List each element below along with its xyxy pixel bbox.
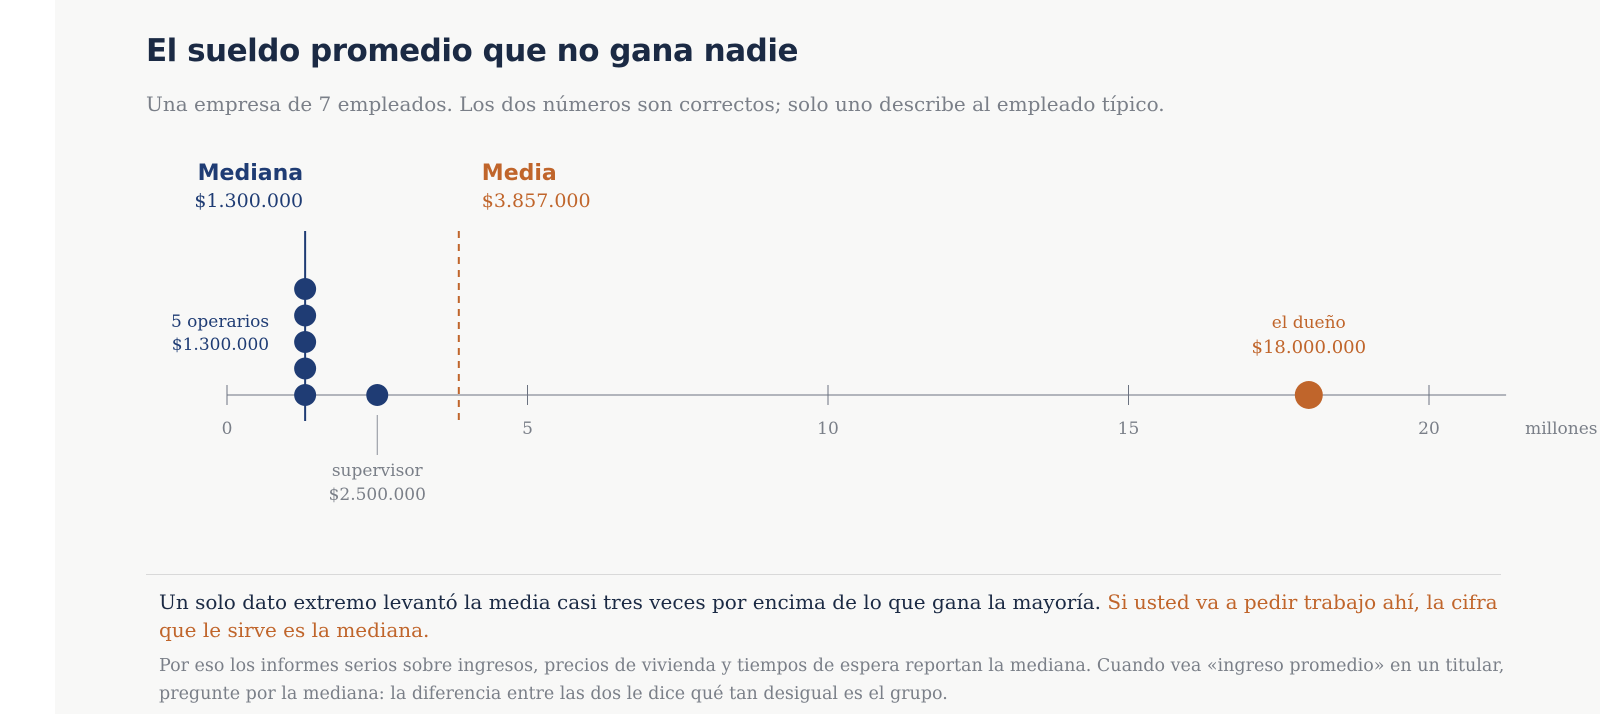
data-point-operarios xyxy=(294,278,317,300)
takeaway-text: Un solo dato extremo levantó la media ca… xyxy=(159,588,1519,644)
x-unit-label: millones de pesos xyxy=(1525,419,1600,439)
data-point-operarios xyxy=(294,304,317,327)
data-point-supervisor xyxy=(366,384,389,406)
data-point-operarios xyxy=(294,357,317,380)
annotation-supervisor-name: supervisor xyxy=(332,461,424,481)
annotation-owner-value: $18.000.000 xyxy=(1252,337,1367,358)
takeaway-highlight: Si usted va a pedir trabajo ahí, la cifr… xyxy=(159,590,1498,642)
annotation-operarios-name: 5 operarios xyxy=(171,312,269,332)
divider xyxy=(146,574,1501,575)
page-title: El sueldo promedio que no gana nadie xyxy=(146,33,799,69)
annotation-operarios-value: $1.300.000 xyxy=(172,335,269,355)
median-label: Mediana xyxy=(198,161,303,186)
x-tick-label: 5 xyxy=(522,419,533,439)
salary-dot-chart: 0 5 10 15 20 millones de pesos Mediana $1.300.0… xyxy=(171,161,1600,505)
mean-value: $3.857.000 xyxy=(482,190,591,212)
content-panel xyxy=(55,0,1600,714)
annotation-owner-name: el dueño xyxy=(1272,313,1346,333)
x-tick-label: 10 xyxy=(817,419,839,439)
page-subtitle: Una empresa de 7 empleados. Los dos núme… xyxy=(146,92,1165,116)
x-tick-label: 20 xyxy=(1418,419,1440,439)
median-value: $1.300.000 xyxy=(194,190,303,212)
annotation-supervisor-value: $2.500.000 xyxy=(329,485,426,505)
data-point-dueno xyxy=(1294,381,1323,409)
footnote-text: Por eso los informes serios sobre ingres… xyxy=(159,656,1505,704)
x-tick-label: 0 xyxy=(222,419,233,439)
data-point-operarios xyxy=(294,331,317,353)
x-tick-label: 15 xyxy=(1118,419,1140,439)
takeaway-main: Un solo dato extremo levantó la media ca… xyxy=(159,590,1102,614)
data-point-operarios xyxy=(294,384,317,406)
mean-label: Media xyxy=(482,161,557,186)
